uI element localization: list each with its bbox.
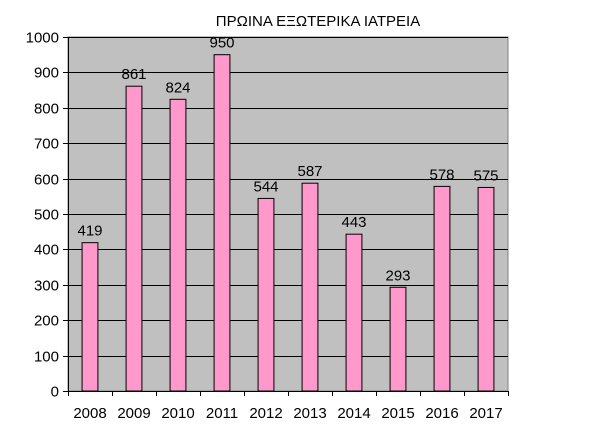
y-tick-label: 1000 (26, 30, 59, 47)
data-label: 950 (209, 35, 234, 52)
x-tick-label: 2008 (73, 405, 106, 422)
bar-2011 (213, 54, 231, 392)
y-tick-label: 700 (34, 136, 59, 153)
y-tick-label: 300 (34, 278, 59, 295)
data-label: 578 (429, 166, 454, 183)
y-tick-label: 200 (34, 313, 59, 330)
x-tick-label: 2010 (161, 405, 194, 422)
y-tick-labels: 0 100 200 300 400 500 600 700 800 900 1000 (26, 30, 68, 401)
y-tick-label: 500 (34, 207, 59, 224)
bar-2017 (477, 186, 495, 392)
y-tick-label: 600 (34, 172, 59, 189)
chart-title: ΠΡΩΙΝΑ ΕΞΩΤΕΡΙΚΑ ΙΑΤΡΕΙΑ (216, 13, 420, 30)
data-label: 861 (121, 66, 146, 83)
x-tick-label: 2014 (337, 405, 370, 422)
data-label: 544 (253, 178, 278, 195)
bar-2012 (257, 197, 275, 392)
x-tick-labels: 2008 2009 2010 2011 2012 2013 2014 2015 2016 2017 (73, 391, 509, 422)
x-tick-label: 2011 (206, 405, 238, 422)
data-label: 587 (297, 163, 322, 180)
data-label: 443 (341, 214, 366, 231)
bar-2010 (169, 98, 187, 392)
bar-2009 (125, 85, 143, 392)
bar-2008 (81, 242, 99, 392)
bar-2015 (389, 286, 407, 392)
data-label: 293 (385, 267, 410, 284)
x-tick-label: 2015 (381, 405, 414, 422)
x-tick-label: 2013 (293, 405, 326, 422)
y-tick-label: 900 (34, 65, 59, 82)
bars-group (81, 54, 495, 392)
data-label: 575 (473, 167, 498, 184)
data-label: 824 (165, 79, 190, 96)
data-label: 419 (77, 223, 102, 240)
y-tick-label: 800 (34, 101, 59, 118)
x-tick-label: 2017 (469, 405, 502, 422)
y-tick-label: 0 (51, 384, 59, 401)
bar-2014 (345, 233, 363, 392)
x-tick-label: 2009 (117, 405, 150, 422)
y-tick-label: 400 (34, 242, 59, 259)
y-tick-label: 100 (34, 349, 59, 366)
x-tick-label: 2012 (249, 405, 282, 422)
bar-2013 (301, 182, 319, 392)
bar-2016 (433, 185, 451, 392)
x-tick-label: 2016 (425, 405, 458, 422)
data-labels: 419 861 824 950 544 587 443 293 578 575 (77, 35, 498, 285)
